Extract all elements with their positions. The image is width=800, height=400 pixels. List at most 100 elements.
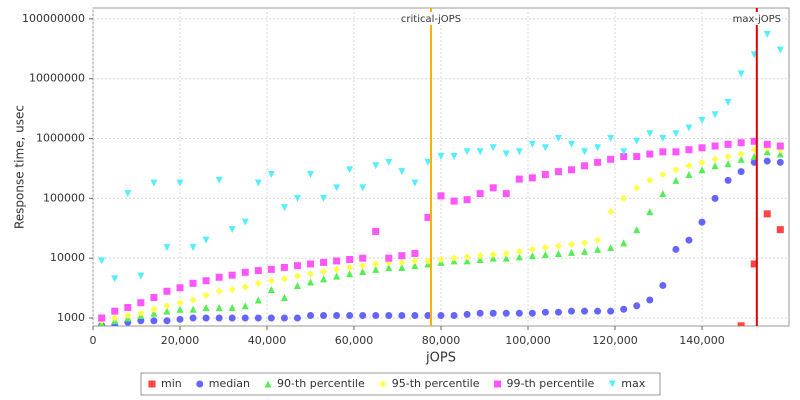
point xyxy=(450,312,458,320)
point xyxy=(196,380,204,388)
point xyxy=(385,312,393,320)
point xyxy=(202,303,210,311)
point xyxy=(346,166,354,174)
plot-area xyxy=(92,7,790,327)
point xyxy=(307,270,314,278)
point xyxy=(398,263,406,271)
point xyxy=(737,139,745,147)
point xyxy=(320,194,328,202)
point xyxy=(163,287,171,295)
point xyxy=(379,380,387,388)
point xyxy=(608,380,616,388)
point xyxy=(267,277,275,285)
point xyxy=(711,162,719,170)
point xyxy=(293,314,301,322)
point xyxy=(215,273,223,281)
point xyxy=(554,242,562,250)
point xyxy=(254,296,262,304)
point xyxy=(711,111,719,119)
x-tick-label: 120,000 xyxy=(592,334,638,347)
point xyxy=(359,267,367,275)
point xyxy=(398,258,406,266)
point xyxy=(581,239,589,247)
point xyxy=(307,171,314,179)
y-tick-label: 1000000 xyxy=(36,132,85,145)
point xyxy=(554,135,562,143)
point xyxy=(724,99,732,107)
point xyxy=(450,197,458,205)
point xyxy=(633,137,641,145)
point xyxy=(581,307,589,315)
y-axis-label: Response time, usec xyxy=(13,105,27,229)
legend-items: min median 90-th percentile 95-th percentil… xyxy=(148,377,646,390)
point xyxy=(254,267,262,275)
legend-label: median xyxy=(209,377,250,390)
point xyxy=(489,254,497,262)
point xyxy=(189,244,197,252)
point xyxy=(124,303,132,311)
point xyxy=(646,150,654,158)
point xyxy=(424,257,432,265)
point xyxy=(724,140,732,148)
point xyxy=(280,263,288,271)
x-tick-label: 60,000 xyxy=(335,334,374,347)
point xyxy=(398,168,406,176)
point xyxy=(137,309,145,317)
point xyxy=(333,272,341,280)
point xyxy=(646,296,654,304)
point xyxy=(763,157,771,165)
point xyxy=(241,302,249,310)
point xyxy=(411,257,419,265)
point xyxy=(372,312,380,320)
point xyxy=(646,208,654,216)
point xyxy=(150,305,158,313)
point xyxy=(215,176,223,184)
point xyxy=(737,150,745,158)
point xyxy=(711,155,719,163)
point xyxy=(359,184,367,192)
y-tick-label: 1000 xyxy=(57,311,85,324)
point xyxy=(737,322,745,326)
point xyxy=(685,146,693,154)
point xyxy=(293,281,301,289)
point xyxy=(333,265,341,273)
point xyxy=(594,158,602,166)
point xyxy=(320,258,328,266)
legend-label: 90-th percentile xyxy=(277,377,365,390)
point xyxy=(750,260,758,268)
point xyxy=(737,155,745,163)
point xyxy=(594,144,602,152)
point xyxy=(241,268,249,276)
x-tick-label: 0 xyxy=(90,334,97,347)
point xyxy=(450,254,458,262)
point xyxy=(515,148,523,156)
point xyxy=(724,153,732,161)
point xyxy=(724,160,732,168)
point xyxy=(502,249,510,257)
point xyxy=(202,314,210,322)
point xyxy=(411,262,419,270)
point xyxy=(307,278,314,286)
point xyxy=(724,176,732,184)
point xyxy=(476,148,484,156)
x-tick-label: 140,000 xyxy=(679,334,725,347)
point xyxy=(528,140,536,148)
point xyxy=(202,277,210,285)
point xyxy=(202,291,210,299)
point xyxy=(228,285,236,293)
point xyxy=(685,236,693,244)
point xyxy=(685,171,693,179)
point xyxy=(254,279,262,287)
point xyxy=(241,218,249,226)
point xyxy=(411,312,419,320)
point xyxy=(515,309,523,317)
point xyxy=(541,251,549,259)
point xyxy=(685,162,693,170)
point xyxy=(463,310,471,318)
point xyxy=(737,168,745,176)
point xyxy=(763,30,771,38)
point xyxy=(515,175,523,183)
point xyxy=(698,144,706,152)
point xyxy=(320,267,328,275)
point xyxy=(241,314,249,322)
